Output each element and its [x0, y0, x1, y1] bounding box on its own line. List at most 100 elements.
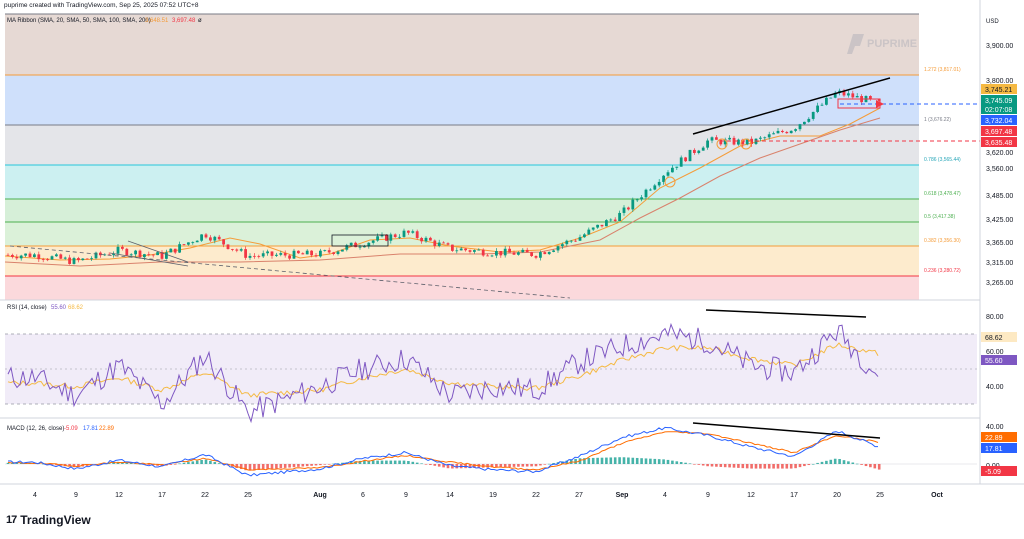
time-label: Aug: [313, 492, 327, 499]
macd-line-value: 17.81: [83, 426, 99, 432]
candle-body: [534, 256, 538, 258]
macd-hist-bar: [213, 462, 217, 464]
ma-red-badge: [981, 126, 1017, 136]
macd-hist-bar: [178, 463, 181, 465]
macd-hist-bar: [371, 460, 375, 464]
macd-hist-bar: [543, 464, 547, 465]
macd-signal-value: 22.89: [99, 426, 115, 432]
macd-hist-bar: [147, 464, 151, 465]
macd-hist-bar: [367, 460, 371, 464]
candle-body: [776, 130, 780, 134]
macd-hist-bar: [521, 464, 525, 467]
fib-zone-0618: [5, 199, 919, 222]
candle-body: [587, 229, 591, 235]
macd-hist-bar: [429, 464, 432, 466]
macd-hist-bar: [446, 464, 450, 469]
candle-body: [266, 251, 269, 254]
macd-hist-bar: [688, 463, 692, 465]
candle-body: [165, 252, 168, 259]
candle-body: [55, 254, 58, 257]
time-label: 17: [158, 492, 166, 499]
candle-body: [635, 199, 639, 201]
macd-hist-bar: [741, 464, 745, 469]
price-tick-3365: 3,365.00: [986, 240, 1013, 247]
macd-hist-bar: [631, 457, 635, 464]
candle-body: [288, 255, 291, 259]
macd-hist-bar: [860, 464, 863, 465]
macd-hist-bar: [292, 464, 296, 468]
macd-hist-bar: [781, 464, 784, 469]
candle-body: [512, 252, 516, 255]
candle-body: [385, 234, 388, 241]
macd-hist-bar: [50, 464, 54, 465]
candle-body: [407, 230, 410, 233]
candle-body: [772, 133, 775, 135]
candle-body: [367, 242, 371, 247]
candle-body: [737, 139, 740, 145]
macd-hist-bar: [873, 464, 877, 469]
candle-body: [310, 250, 313, 256]
candle-body: [77, 258, 80, 261]
candle-body: [649, 189, 652, 191]
macd-hist-bar: [869, 464, 872, 468]
ma-lines: [4, 107, 881, 267]
fib-zone-0236: [5, 276, 919, 300]
candle-body: [468, 250, 472, 252]
macd-hist-bar: [217, 463, 221, 464]
macd-divergence-line: [692, 422, 881, 439]
ma-red-line: [4, 117, 881, 267]
ma-indicator-name: MA Ribbon (SMA, 20, SMA, 50, SMA, 100, S…: [7, 18, 151, 24]
tradingview-footer[interactable]: 17 TradingView: [6, 512, 91, 528]
candle-body: [842, 90, 846, 96]
candle-body: [345, 245, 349, 250]
ma-visibility-icon[interactable]: ø: [198, 18, 202, 24]
macd-hist-bar: [288, 464, 291, 468]
target-arrow-icon: [876, 100, 884, 108]
macd-signal-badge: [981, 432, 1017, 442]
macd-hist-bar: [279, 464, 283, 469]
candle-body: [314, 255, 318, 257]
candle-body: [508, 248, 511, 253]
candle-body: [19, 255, 23, 259]
candle-body: [851, 93, 855, 98]
macd-hist-bar: [710, 464, 714, 467]
macd-hist-bar: [684, 462, 687, 464]
candle-body: [90, 258, 93, 260]
price-axis[interactable]: USD 3,900.00 3,800.00 3,620.00 3,560.00 …: [981, 19, 1017, 476]
candle-body: [561, 244, 564, 247]
macd-hist-bar: [310, 464, 313, 466]
macd-hist-badge: [981, 466, 1017, 476]
candle-body: [63, 257, 67, 259]
candle-body: [420, 237, 423, 242]
candle-body: [539, 252, 542, 258]
watermark: PUPRIME: [847, 34, 917, 54]
time-axis[interactable]: 4 9 12 17 22 25 Aug 6 9 14 19 22 27 Sep …: [33, 492, 943, 499]
candle-body: [666, 172, 670, 176]
ma-red-label: 3,697.48: [985, 129, 1012, 136]
candle-body: [37, 254, 41, 260]
time-label: Oct: [931, 492, 943, 499]
candle-body: [495, 251, 498, 256]
candle-body: [741, 139, 745, 145]
candle-body: [530, 252, 533, 257]
candle-body: [46, 259, 49, 261]
candle-body: [433, 240, 437, 246]
macd-hist-bar: [627, 457, 630, 464]
macd-hist-bar: [297, 464, 300, 467]
macd-hist-bar: [235, 464, 239, 468]
candle-body: [583, 234, 586, 238]
candle-body: [490, 255, 494, 257]
candle-body: [481, 249, 485, 256]
candle-body: [134, 250, 137, 255]
candle-body: [389, 234, 393, 241]
candle-body: [292, 250, 296, 259]
candle-body: [627, 207, 630, 210]
macd-hist-bar: [349, 461, 353, 464]
candle-body: [679, 157, 683, 167]
macd-hist-bar: [41, 463, 45, 465]
macd-hist-bar: [156, 464, 159, 466]
macd-hist-bar: [138, 463, 142, 465]
candle-body: [332, 252, 335, 254]
